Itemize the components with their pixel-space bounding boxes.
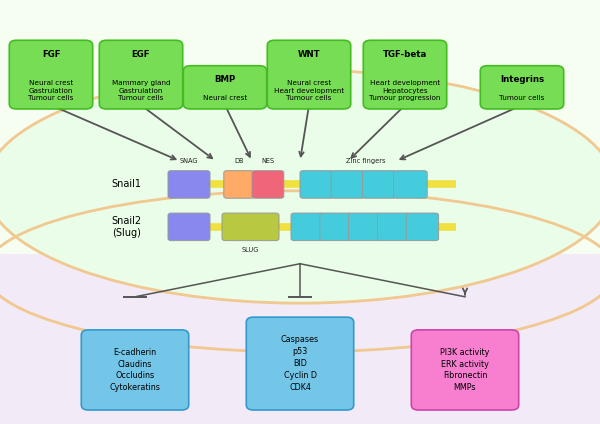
FancyBboxPatch shape [10,40,93,109]
Text: Mammary gland
Gastrulation
Tumour cells: Mammary gland Gastrulation Tumour cells [112,80,170,101]
FancyBboxPatch shape [0,254,600,424]
FancyBboxPatch shape [412,330,519,410]
FancyBboxPatch shape [252,171,284,198]
FancyBboxPatch shape [168,213,210,241]
Text: Zinc fingers: Zinc fingers [346,158,386,164]
Text: SNAG: SNAG [180,158,198,164]
Text: TGF-beta: TGF-beta [383,50,427,59]
Text: Tumour cells: Tumour cells [499,95,545,101]
Text: FGF: FGF [42,50,60,59]
FancyBboxPatch shape [406,213,439,241]
FancyBboxPatch shape [246,317,353,410]
Text: Neural crest
Heart development
Tumour cells: Neural crest Heart development Tumour ce… [274,80,344,101]
FancyBboxPatch shape [300,171,334,198]
Text: Neural crest
Gastrulation
Tumour cells: Neural crest Gastrulation Tumour cells [28,80,74,101]
Text: Caspases
p53
BID
Cyclin D
CDK4: Caspases p53 BID Cyclin D CDK4 [281,335,319,392]
FancyBboxPatch shape [377,213,410,241]
Text: Neural crest: Neural crest [203,95,247,101]
FancyBboxPatch shape [82,330,188,410]
Ellipse shape [0,70,600,303]
Text: Integrins: Integrins [500,75,544,84]
FancyBboxPatch shape [362,171,396,198]
Text: NES: NES [262,158,275,164]
FancyBboxPatch shape [224,171,254,198]
FancyBboxPatch shape [99,40,182,109]
FancyBboxPatch shape [222,213,279,241]
FancyBboxPatch shape [291,213,323,241]
FancyBboxPatch shape [364,40,447,109]
Text: E-cadherin
Claudins
Occludins
Cytokeratins: E-cadherin Claudins Occludins Cytokerati… [110,348,160,392]
Text: Heart development
Hepatocytes
Tumour progression: Heart development Hepatocytes Tumour pro… [370,80,440,101]
FancyBboxPatch shape [320,213,352,241]
FancyBboxPatch shape [331,171,365,198]
FancyBboxPatch shape [184,66,266,109]
Text: SLUG: SLUG [242,247,259,253]
FancyBboxPatch shape [268,40,350,109]
Text: BMP: BMP [214,75,236,84]
FancyBboxPatch shape [168,171,210,198]
Text: Snail1: Snail1 [111,179,141,190]
Text: DB: DB [234,158,244,164]
Text: Snail2
(Slug): Snail2 (Slug) [111,216,141,238]
Text: PI3K activity
ERK activity
Fibronectin
MMPs: PI3K activity ERK activity Fibronectin M… [440,348,490,392]
Text: EGF: EGF [132,50,150,59]
FancyBboxPatch shape [481,66,564,109]
FancyBboxPatch shape [349,213,381,241]
Text: WNT: WNT [298,50,320,59]
FancyBboxPatch shape [394,171,427,198]
